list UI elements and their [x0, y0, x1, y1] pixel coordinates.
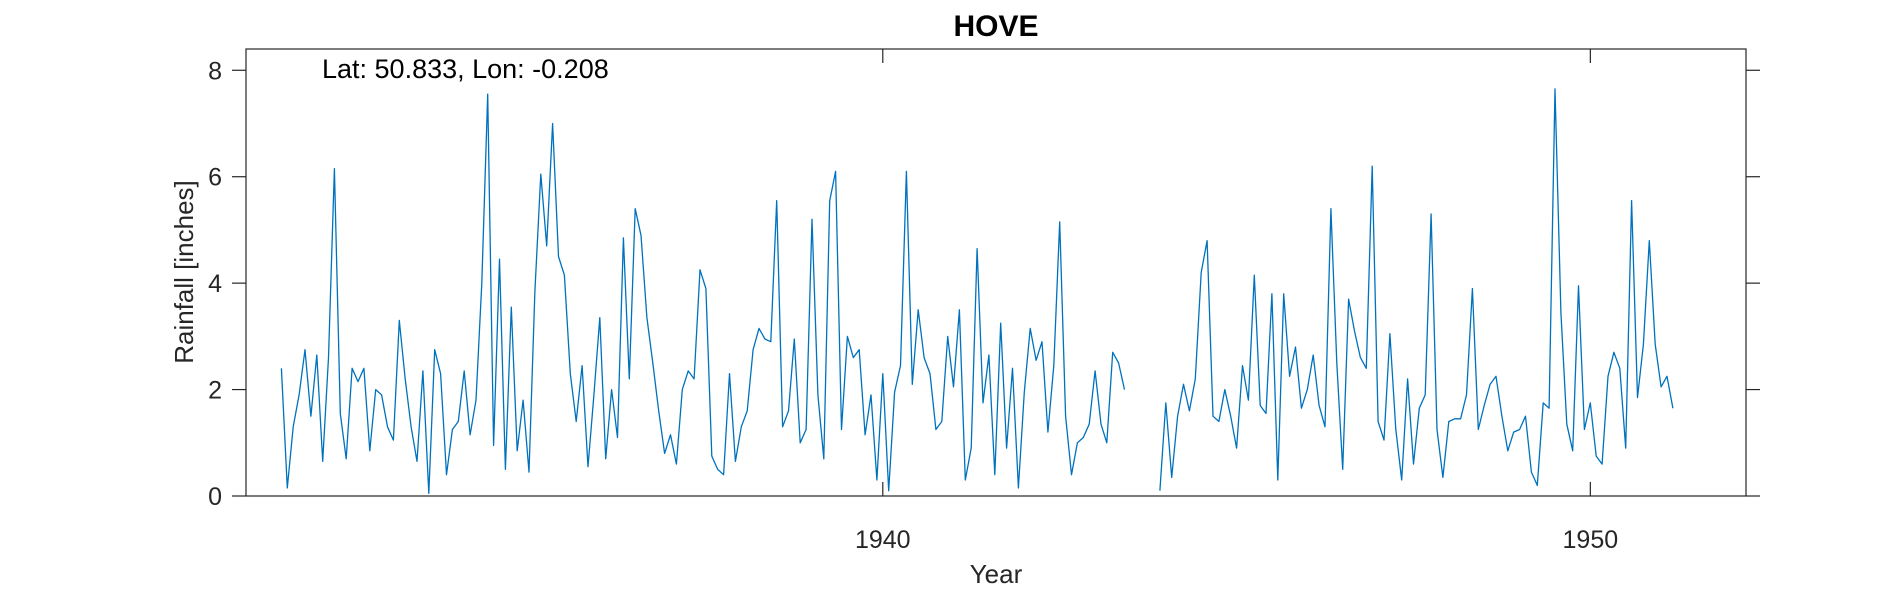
y-tick-label: 4	[208, 270, 222, 298]
y-tick-label: 8	[208, 57, 222, 85]
plot-frame	[245, 48, 1747, 497]
axis-ticks	[232, 49, 1760, 497]
location-annotation: Lat: 50.833, Lon: -0.208	[322, 54, 609, 84]
y-tick-label: 0	[208, 483, 222, 511]
x-tick-label: 1950	[1563, 526, 1619, 554]
x-tick-label: 1940	[855, 526, 911, 554]
tick-labels: 1940 1950 0 2 4 6 8	[208, 57, 1618, 554]
x-axis-label: Year	[970, 559, 1023, 589]
y-tick-label: 6	[208, 164, 222, 192]
chart-title: HOVE	[953, 10, 1038, 43]
y-tick-label: 2	[208, 377, 222, 405]
y-axis-label: Rainfall [inches]	[169, 180, 199, 364]
rainfall-series-line	[280, 88, 1674, 494]
